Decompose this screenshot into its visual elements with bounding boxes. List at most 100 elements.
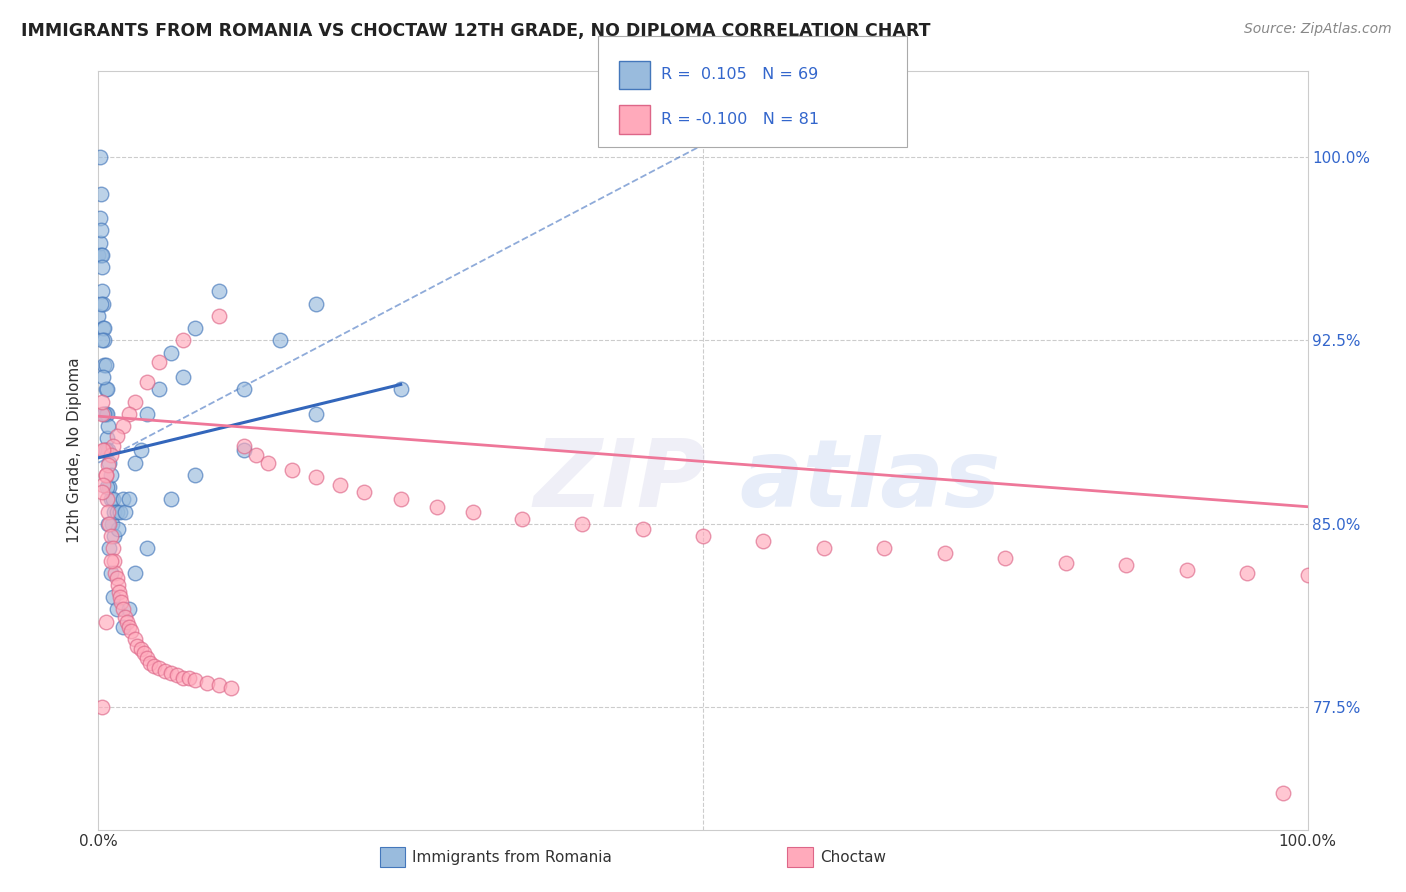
Point — [160, 666, 183, 681]
Point — [103, 505, 125, 519]
Point — [100, 467, 122, 482]
Point — [148, 661, 170, 675]
Point — [91, 285, 114, 299]
Point — [98, 541, 121, 556]
Point — [134, 647, 156, 661]
Point — [139, 657, 162, 671]
Point — [94, 382, 117, 396]
Point — [389, 382, 412, 396]
Point — [127, 639, 149, 653]
Point — [148, 382, 170, 396]
Point — [103, 553, 125, 567]
Point — [111, 619, 134, 633]
Point — [98, 456, 121, 470]
Point — [124, 632, 146, 646]
Point — [111, 492, 134, 507]
Point — [1272, 786, 1295, 800]
Point — [105, 429, 128, 443]
Point — [184, 321, 207, 335]
Point — [89, 150, 111, 164]
Point — [108, 505, 131, 519]
Text: atlas: atlas — [740, 434, 1001, 527]
Point — [1236, 566, 1258, 580]
Point — [124, 566, 146, 580]
Point — [97, 516, 120, 531]
Point — [692, 529, 714, 543]
Point — [129, 443, 152, 458]
Point — [389, 492, 412, 507]
Point — [1054, 556, 1077, 570]
Point — [256, 456, 278, 470]
Point — [101, 492, 124, 507]
Point — [994, 551, 1017, 566]
Point — [87, 248, 110, 262]
Point — [96, 431, 118, 445]
Point — [329, 477, 352, 491]
Point — [245, 448, 267, 462]
Point — [1115, 558, 1137, 573]
Point — [96, 407, 118, 421]
Point — [571, 516, 593, 531]
Point — [129, 641, 152, 656]
Point — [111, 602, 134, 616]
Point — [110, 595, 132, 609]
Point — [98, 480, 121, 494]
Point — [195, 675, 218, 690]
Point — [1296, 568, 1319, 582]
Point — [143, 658, 166, 673]
Point — [813, 541, 835, 556]
Point — [87, 309, 110, 323]
Point — [97, 505, 120, 519]
Point — [91, 477, 114, 491]
Point — [114, 609, 136, 624]
Point — [463, 505, 485, 519]
Point — [184, 673, 207, 688]
Point — [232, 443, 254, 458]
Point — [96, 382, 118, 396]
Point — [90, 223, 112, 237]
Point — [93, 443, 115, 458]
Point — [94, 467, 117, 482]
Point — [101, 591, 124, 605]
Point — [93, 407, 115, 421]
Point — [91, 260, 114, 274]
Point — [91, 407, 114, 421]
Point — [93, 334, 115, 348]
Point — [100, 448, 122, 462]
Point — [100, 492, 122, 507]
Point — [631, 522, 654, 536]
Point — [135, 407, 157, 421]
Point — [93, 358, 115, 372]
Point — [91, 248, 114, 262]
Point — [305, 296, 328, 310]
Point — [94, 358, 117, 372]
Point — [305, 407, 328, 421]
Point — [94, 407, 117, 421]
Text: R =  0.105   N = 69: R = 0.105 N = 69 — [661, 68, 818, 82]
Point — [153, 664, 176, 678]
Point — [124, 394, 146, 409]
Point — [98, 516, 121, 531]
Point — [91, 334, 114, 348]
Text: Choctaw: Choctaw — [820, 850, 886, 864]
Point — [107, 522, 129, 536]
Point — [104, 566, 127, 580]
Text: Immigrants from Romania: Immigrants from Romania — [412, 850, 612, 864]
Point — [184, 467, 207, 482]
Point — [89, 211, 111, 226]
Point — [97, 443, 120, 458]
Point — [118, 602, 141, 616]
Point — [934, 546, 956, 560]
Point — [105, 571, 128, 585]
Point — [208, 309, 231, 323]
Point — [221, 681, 243, 695]
Point — [100, 566, 122, 580]
Point — [118, 492, 141, 507]
Point — [426, 500, 449, 514]
Point — [94, 467, 117, 482]
Point — [873, 541, 896, 556]
Point — [208, 678, 231, 692]
Point — [148, 355, 170, 369]
Point — [117, 615, 139, 629]
Point — [96, 480, 118, 494]
